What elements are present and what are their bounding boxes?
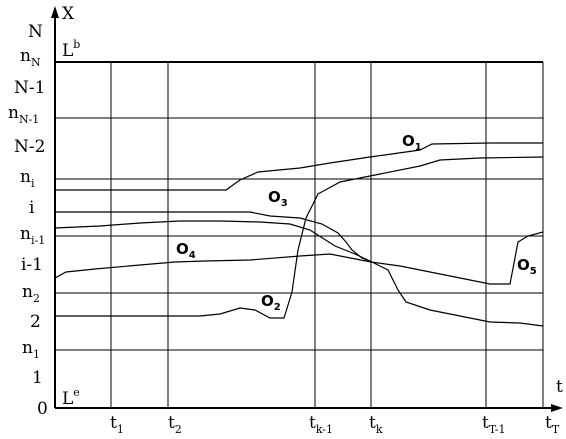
y-tick-ni-1: ni-1 (20, 224, 45, 247)
curve-o3 (55, 211, 373, 263)
horizontal-grid-lines (55, 61, 543, 351)
y-tick-i: i (29, 198, 35, 218)
origin-label: 0 (37, 399, 48, 419)
x-axis-arrow-icon (551, 404, 563, 412)
x-tick-tk-1: tk-1 (309, 413, 333, 436)
y-tick-N-1: N-1 (14, 78, 45, 98)
x-tick-tT-1: tT-1 (482, 413, 505, 436)
axes (51, 6, 563, 412)
x-tick-tT: tT (545, 413, 560, 436)
x-tick-labels: t1 t2 tk-1 tk tT-1 t tT (110, 377, 563, 436)
curve-o-middle (54, 220, 373, 263)
curve-o4 (54, 231, 544, 285)
curve-label-o5: O5 (517, 256, 537, 277)
x-tick-tk: tk (369, 413, 383, 436)
trajectory-curves (54, 142, 544, 327)
curve-label-o4: O4 (176, 240, 196, 261)
region-label-top: Lb (62, 38, 80, 61)
curve-o1 (55, 142, 543, 191)
curve-o3-tail (371, 261, 544, 327)
y-tick-n2: n2 (22, 282, 40, 305)
y-tick-ni: ni (20, 167, 35, 190)
curve-label-o1: O1 (402, 132, 422, 153)
curve-o2 (55, 156, 544, 319)
curve-label-o3: O3 (268, 188, 288, 209)
curve-labels: O1 O2 O3 O4 O5 (176, 132, 537, 313)
y-tick-labels: N X nN N-1 nN-1 N-2 ni i ni-1 i-1 n2 2 n… (8, 4, 75, 419)
region-labels: Lb Le (62, 38, 80, 409)
y-axis-arrow-label: X (62, 4, 75, 24)
y-tick-nN: nN (20, 46, 41, 69)
y-tick-N-2: N-2 (14, 137, 45, 157)
y-tick-n1: n1 (22, 338, 40, 361)
y-tick-i-1: i-1 (21, 255, 43, 275)
x-tick-t1: t1 (110, 413, 124, 436)
y-axis-arrow-icon (51, 6, 59, 18)
y-axis-outer-label: N (28, 22, 43, 42)
region-label-bottom: Le (62, 386, 80, 409)
curve-label-o2: O2 (261, 292, 281, 313)
y-tick-2: 2 (30, 312, 41, 332)
vertical-time-lines (110, 62, 544, 408)
x-axis-arrow-label: t (556, 377, 563, 397)
y-tick-1: 1 (32, 368, 43, 388)
y-tick-nN-1: nN-1 (8, 103, 39, 126)
x-tick-t2: t2 (168, 413, 182, 436)
